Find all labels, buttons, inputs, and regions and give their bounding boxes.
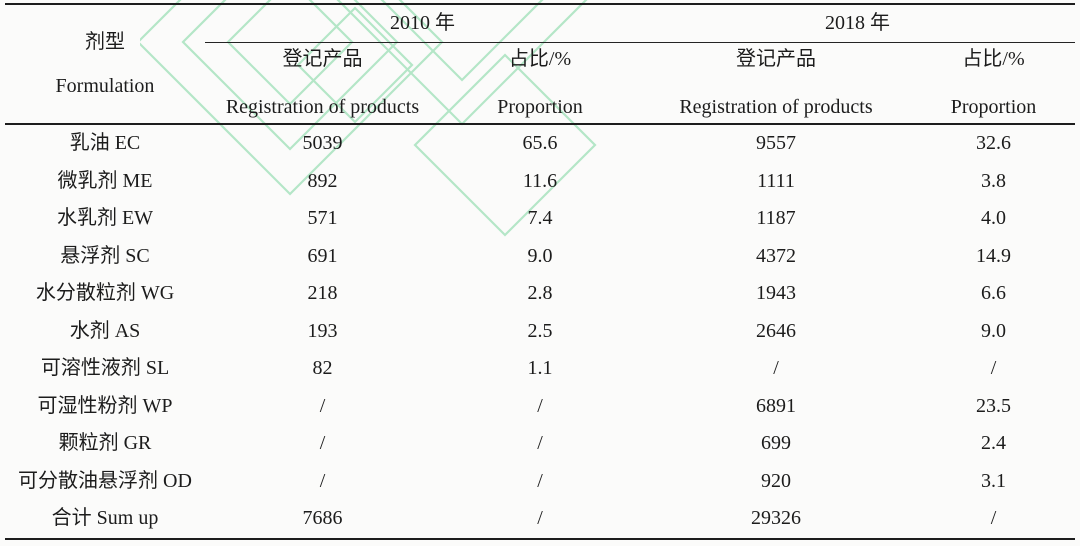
col-2018-proportion-header: 占比/% Proportion	[912, 42, 1075, 125]
cell-2018-registration: 1111	[757, 169, 795, 192]
year-2018-header: 2018 年	[640, 4, 1075, 43]
row-label: 合计 Sum up	[5, 500, 205, 540]
cell-2010-registration: 7686	[205, 500, 440, 540]
table-row-ew: 水乳剂 EW 571 7.4 1187 4.0	[5, 200, 1075, 238]
cell-2018-registration: 4372	[756, 244, 796, 267]
col-2018-proportion-zh: 占比/%	[962, 47, 1025, 70]
cell-2010-proportion: 11.6	[522, 169, 558, 192]
cell-2010-registration: /	[319, 432, 326, 455]
cell-2018-proportion: /	[912, 500, 1075, 540]
cell-2018-proportion: 32.6	[976, 132, 1011, 155]
col-2010-registration-zh: 登记产品	[282, 47, 363, 70]
year-2010-header: 2010 年	[205, 4, 640, 43]
table-row-ec: 乳油 EC 5039 65.6 9557 32.6	[5, 124, 1075, 163]
cell-2010-registration: 691	[307, 244, 338, 267]
cell-2018-registration: 2646	[756, 319, 796, 342]
row-header-en: Formulation	[55, 74, 155, 97]
formulation-registration-table: 剂型 Formulation 2010 年 2018 年 登记产品 Regist…	[5, 3, 1075, 540]
cell-2018-registration: 1943	[756, 282, 796, 305]
row-label: 水剂 AS	[69, 319, 141, 342]
cell-2018-proportion: 14.9	[976, 244, 1011, 267]
col-2018-proportion-en: Proportion	[950, 95, 1037, 118]
cell-2010-proportion: /	[537, 394, 543, 417]
cell-2018-proportion: 23.5	[976, 394, 1011, 417]
row-label: 乳油 EC	[69, 132, 141, 155]
cell-2010-registration: 193	[307, 319, 338, 342]
col-2010-registration-header: 登记产品 Registration of products	[205, 42, 440, 125]
cell-2018-registration: 6891	[756, 394, 796, 417]
cell-2010-registration: 892	[307, 169, 338, 192]
cell-2018-proportion: /	[990, 357, 997, 380]
cell-2018-registration: 920	[761, 469, 791, 492]
table-row-as: 水剂 AS 193 2.5 2646 9.0	[5, 313, 1075, 351]
row-label: 可溶性液剂 SL	[40, 357, 170, 380]
cell-2010-proportion: /	[537, 469, 543, 492]
row-label: 颗粒剂 GR	[58, 432, 152, 455]
cell-2018-proportion: 3.1	[981, 469, 1006, 492]
table-row-wg: 水分散粒剂 WG 218 2.8 1943 6.6	[5, 275, 1075, 313]
col-2018-registration-zh: 登记产品	[736, 47, 816, 70]
cell-2018-proportion: 4.0	[981, 207, 1006, 230]
table-row-sc: 悬浮剂 SC 691 9.0 4372 14.9	[5, 238, 1075, 276]
cell-2018-registration: 29326	[640, 500, 912, 540]
row-label: 水分散粒剂 WG	[35, 282, 175, 305]
cell-2018-registration: 1187	[756, 207, 796, 230]
cell-2010-proportion: 7.4	[527, 207, 553, 230]
col-2010-proportion-en: Proportion	[497, 95, 583, 118]
cell-2010-proportion: 2.8	[527, 282, 553, 305]
cell-2010-proportion: /	[537, 432, 543, 455]
cell-2010-proportion: /	[440, 500, 640, 540]
table-row-gr: 颗粒剂 GR / / 699 2.4	[5, 425, 1075, 463]
cell-2018-proportion: 9.0	[981, 319, 1006, 342]
table-row-sl: 可溶性液剂 SL 82 1.1 / /	[5, 350, 1075, 388]
cell-2018-proportion: 2.4	[981, 432, 1006, 455]
cell-2018-registration: 9557	[756, 132, 796, 155]
col-2010-proportion-header: 占比/% Proportion	[440, 42, 640, 125]
row-label: 水乳剂 EW	[56, 207, 154, 230]
cell-2018-proportion: 3.8	[981, 169, 1006, 192]
col-2010-proportion-zh: 占比/%	[508, 47, 572, 70]
col-2018-registration-en: Registration of products	[679, 95, 873, 118]
cell-2018-proportion: 6.6	[981, 282, 1006, 305]
row-label: 悬浮剂 SC	[60, 244, 150, 267]
table-row-sum: 合计 Sum up 7686 / 29326 /	[5, 500, 1075, 540]
cell-2010-registration: 218	[307, 282, 338, 305]
table-row-od: 可分散油悬浮剂 OD / / 920 3.1	[5, 463, 1075, 501]
cell-2010-registration: /	[319, 469, 326, 492]
col-2010-registration-en: Registration of products	[225, 95, 420, 118]
cell-2010-registration: /	[319, 394, 326, 417]
row-label: 微乳剂 ME	[57, 169, 153, 192]
cell-2010-registration: 571	[307, 207, 338, 230]
cell-2010-proportion: 9.0	[527, 244, 553, 267]
cell-2010-registration: 82	[312, 357, 333, 380]
cell-2010-proportion: 65.6	[522, 132, 558, 155]
year-header-row: 剂型 Formulation 2010 年 2018 年	[5, 4, 1075, 125]
cell-2010-proportion: 1.1	[527, 357, 553, 380]
row-header-cell: 剂型 Formulation	[5, 4, 205, 125]
cell-2018-registration: 699	[761, 432, 791, 455]
table-row-me: 微乳剂 ME 892 11.6 1111 3.8	[5, 163, 1075, 201]
row-header-zh: 剂型	[85, 30, 125, 53]
cell-2010-registration: 5039	[302, 132, 343, 155]
row-label: 可湿性粉剂 WP	[37, 394, 173, 417]
col-2018-registration-header: 登记产品 Registration of products	[640, 42, 912, 125]
table-row-wp: 可湿性粉剂 WP / / 6891 23.5	[5, 388, 1075, 426]
cell-2018-registration: /	[773, 357, 779, 380]
row-label: 可分散油悬浮剂 OD	[18, 469, 192, 492]
cell-2010-proportion: 2.5	[527, 319, 553, 342]
